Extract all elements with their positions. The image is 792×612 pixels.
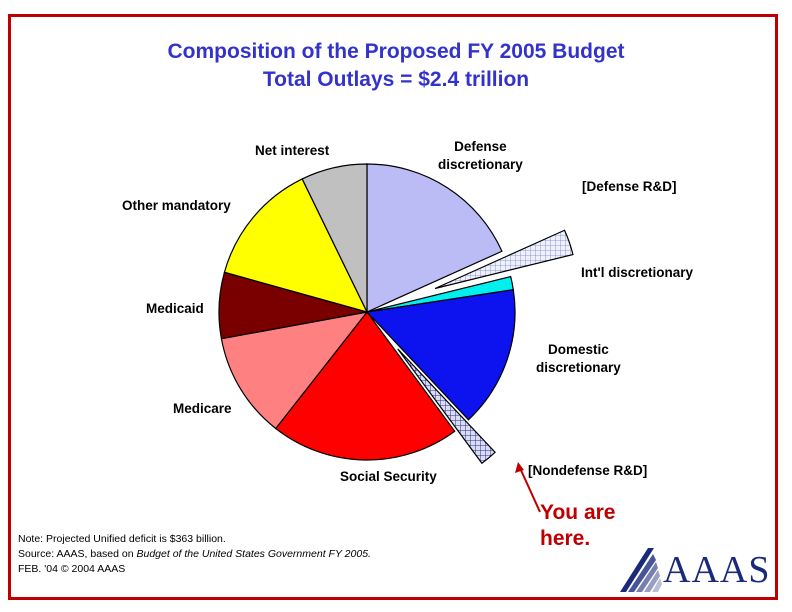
chart-title: Composition of the Proposed FY 2005 Budg… — [167, 40, 625, 63]
note-source: Source: AAAS, based on Budget of the Uni… — [18, 547, 371, 561]
label-nondefense-rd: [Nondefense R&D] — [528, 463, 648, 478]
pie-slice-net-interest — [301, 163, 368, 313]
label-domestic-line2: discretionary — [536, 360, 621, 375]
callout-arrowhead — [515, 462, 524, 473]
label-other-mandatory: Other mandatory — [122, 198, 231, 213]
label-net-interest: Net interest — [255, 143, 330, 158]
pie-slice-defense-discretionary — [366, 163, 503, 313]
note-prefix: Note: — [18, 533, 44, 545]
label-social-security: Social Security — [340, 469, 437, 484]
label-medicaid: Medicaid — [146, 301, 204, 316]
source-text: AAAS, based on — [54, 548, 137, 560]
chart-subtitle: Total Outlays = $2.4 trillion — [262, 68, 530, 91]
note-date: FEB. '04 © 2004 AAAS — [18, 563, 126, 575]
aaas-logo-mark — [620, 548, 662, 592]
label-domestic-discretionary: Domestic discretionary — [536, 341, 621, 377]
source-italic: Budget of the United States Government F… — [136, 548, 371, 560]
pie-slice-nondefense-r-d — [397, 348, 496, 465]
label-defense-discretionary: Defense discretionary — [438, 138, 523, 174]
pie-slice-defense-r-d — [434, 229, 574, 290]
source-prefix: Source: — [18, 548, 55, 560]
label-domestic-line1: Domestic — [548, 342, 609, 357]
label-defense-rd: [Defense R&D] — [582, 179, 677, 194]
note-text: Projected Unified deficit is $363 billio… — [43, 533, 226, 545]
pie-slice-medicare — [220, 311, 369, 430]
slide-frame — [8, 14, 778, 600]
label-medicare: Medicare — [173, 401, 232, 416]
pie-slice-domestic-discretionary — [365, 289, 516, 421]
callout-line2: here. — [540, 527, 591, 550]
callout-arrow — [519, 467, 541, 513]
pie-slice-social-security — [274, 311, 456, 461]
pie-slice-other-mandatory — [223, 178, 369, 313]
note-deficit: Note: Projected Unified deficit is $363 … — [18, 532, 226, 546]
callout-line1: You are — [540, 501, 616, 524]
label-defense-line2: discretionary — [438, 157, 523, 172]
label-intl-discretionary: Int'l discretionary — [581, 265, 693, 280]
label-defense-line1: Defense — [454, 139, 507, 154]
aaas-logo-text: AAAS — [663, 549, 771, 591]
